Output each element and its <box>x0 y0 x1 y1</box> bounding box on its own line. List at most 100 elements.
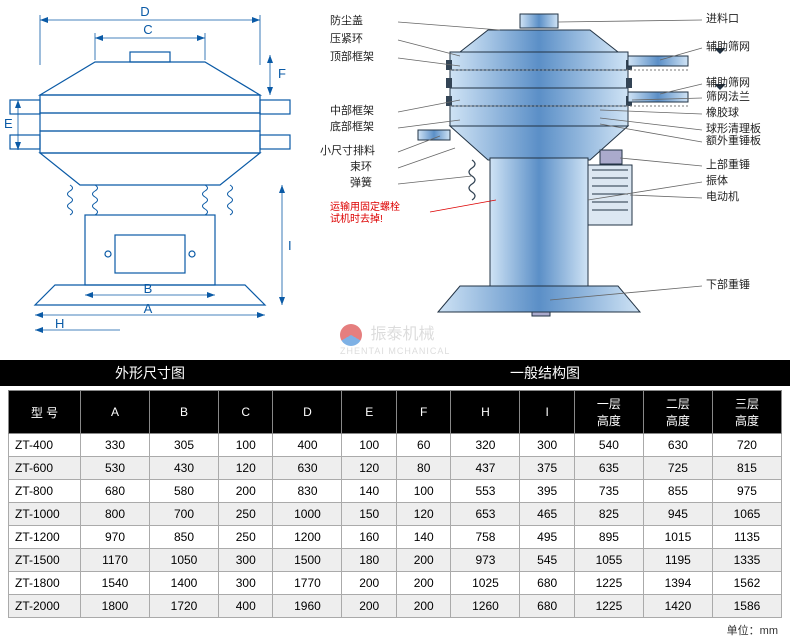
table-cell: 250 <box>219 503 273 526</box>
table-cell: 200 <box>396 572 450 595</box>
table-cell: 970 <box>81 526 150 549</box>
table-cell: 895 <box>574 526 643 549</box>
table-cell: 973 <box>451 549 520 572</box>
label-rubberball: 橡胶球 <box>706 105 739 119</box>
table-cell: 300 <box>520 434 574 457</box>
table-cell: 200 <box>342 572 396 595</box>
table-cell: 465 <box>520 503 574 526</box>
table-col-1: A <box>81 391 150 434</box>
table-cell: 1400 <box>150 572 219 595</box>
table-cell: 250 <box>219 526 273 549</box>
table-cell: 1050 <box>150 549 219 572</box>
table-cell: 800 <box>81 503 150 526</box>
table-cell: 495 <box>520 526 574 549</box>
dim-h-label: H <box>55 316 64 331</box>
table-cell: 1025 <box>451 572 520 595</box>
table-cell: 815 <box>712 457 781 480</box>
table-cell: 400 <box>273 434 342 457</box>
table-col-7: H <box>451 391 520 434</box>
table-cell: ZT-1500 <box>9 549 81 572</box>
table-cell: 160 <box>342 526 396 549</box>
dim-f-label: F <box>278 66 286 81</box>
table-row: ZT-1500117010503001500180200973545105511… <box>9 549 782 572</box>
table-cell: 200 <box>396 595 450 618</box>
table-cell: 150 <box>342 503 396 526</box>
table-col-8: I <box>520 391 574 434</box>
table-cell: 855 <box>643 480 712 503</box>
table-cell: 630 <box>273 457 342 480</box>
table-cell: 437 <box>451 457 520 480</box>
table-cell: 825 <box>574 503 643 526</box>
table-row: ZT-1800154014003001770200200102568012251… <box>9 572 782 595</box>
table-cell: 1260 <box>451 595 520 618</box>
dim-d-label: D <box>140 4 149 19</box>
table-cell: 1800 <box>81 595 150 618</box>
table-cell: 400 <box>219 595 273 618</box>
label-lowerwt: 下部重锤 <box>706 277 750 291</box>
table-cell: 300 <box>219 549 273 572</box>
table-col-10: 二层高度 <box>643 391 712 434</box>
table-cell: 60 <box>396 434 450 457</box>
table-cell: 140 <box>342 480 396 503</box>
table-cell: 945 <box>643 503 712 526</box>
caption-bar: 外形尺寸图 一般结构图 <box>0 360 790 386</box>
table-cell: 320 <box>451 434 520 457</box>
table-cell: 375 <box>520 457 574 480</box>
table-cell: 680 <box>520 572 574 595</box>
table-cell: 120 <box>342 457 396 480</box>
table-cell: 1195 <box>643 549 712 572</box>
diagram-area: D C F <box>0 0 790 360</box>
outline-dimension-diagram: D C F <box>0 0 300 340</box>
table-cell: ZT-600 <box>9 457 81 480</box>
label-meshflange: 筛网法兰 <box>706 89 750 103</box>
label-auxmesh2: 辅助筛网 <box>706 75 750 89</box>
label-inlet: 进料口 <box>706 11 739 25</box>
table-row: ZT-1200970850250120016014075849589510151… <box>9 526 782 549</box>
table-cell: 1720 <box>150 595 219 618</box>
table-cell: 1055 <box>574 549 643 572</box>
table-cell: 635 <box>574 457 643 480</box>
table-cell: 120 <box>219 457 273 480</box>
table-body: ZT-40033030510040010060320300540630720ZT… <box>9 434 782 618</box>
label-band: 束环 <box>350 160 372 173</box>
table-cell: ZT-2000 <box>9 595 81 618</box>
label-dustcover: 防尘盖 <box>330 13 363 27</box>
table-cell: 735 <box>574 480 643 503</box>
watermark-sub: ZHENTAI MCHANICAL <box>340 346 450 356</box>
label-extrawt: 额外重锤板 <box>706 133 761 147</box>
table-cell: 430 <box>150 457 219 480</box>
table-row: ZT-800680580200830140100553395735855975 <box>9 480 782 503</box>
table-cell: 1540 <box>81 572 150 595</box>
table-cell: 1135 <box>712 526 781 549</box>
table-col-11: 三层高度 <box>712 391 781 434</box>
dim-c-label: C <box>143 22 152 37</box>
label-midframe: 中部框架 <box>330 103 374 117</box>
table-cell: 545 <box>520 549 574 572</box>
table-col-2: B <box>150 391 219 434</box>
table-cell: 300 <box>219 572 273 595</box>
table-cell: 1500 <box>273 549 342 572</box>
table-cell: 1394 <box>643 572 712 595</box>
table-row: ZT-1000800700250100015012065346582594510… <box>9 503 782 526</box>
caption-outline: 外形尺寸图 <box>0 360 300 386</box>
table-cell: 530 <box>81 457 150 480</box>
table-cell: ZT-1800 <box>9 572 81 595</box>
table-cell: 720 <box>712 434 781 457</box>
table-cell: 180 <box>342 549 396 572</box>
dim-a-label: A <box>144 301 153 316</box>
table-cell: 120 <box>396 503 450 526</box>
label-spring: 弹簧 <box>350 175 372 189</box>
table-cell: 80 <box>396 457 450 480</box>
table-cell: 975 <box>712 480 781 503</box>
label-botframe: 底部框架 <box>330 119 374 133</box>
table-cell: 330 <box>81 434 150 457</box>
table-cell: 200 <box>342 595 396 618</box>
table-cell: 100 <box>396 480 450 503</box>
table-cell: 200 <box>396 549 450 572</box>
table-col-9: 一层高度 <box>574 391 643 434</box>
table-cell: 680 <box>520 595 574 618</box>
label-clampring: 压紧环 <box>330 32 363 45</box>
table-cell: 1225 <box>574 595 643 618</box>
table-col-0: 型 号 <box>9 391 81 434</box>
table-cell: ZT-1000 <box>9 503 81 526</box>
